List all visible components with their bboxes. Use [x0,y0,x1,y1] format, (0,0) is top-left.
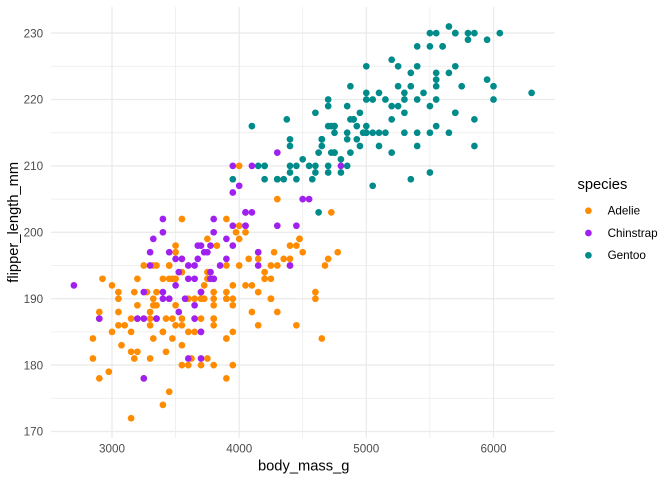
svg-text:species: species [578,177,628,193]
svg-text:flipper_length_mm: flipper_length_mm [6,162,22,283]
svg-text:220: 220 [24,94,44,107]
svg-text:190: 190 [24,293,44,306]
svg-text:4000: 4000 [226,442,253,455]
svg-text:180: 180 [24,359,44,372]
svg-text:200: 200 [24,227,44,240]
svg-text:body_mass_g: body_mass_g [258,458,349,474]
svg-text:210: 210 [24,160,44,173]
svg-text:3000: 3000 [99,442,126,455]
svg-text:230: 230 [24,27,44,40]
svg-text:Chinstrap: Chinstrap [608,227,659,240]
svg-text:6000: 6000 [480,442,507,455]
svg-text:170: 170 [24,426,44,439]
svg-text:Adelie: Adelie [608,205,641,218]
svg-text:5000: 5000 [353,442,380,455]
svg-text:Gentoo: Gentoo [608,249,647,262]
